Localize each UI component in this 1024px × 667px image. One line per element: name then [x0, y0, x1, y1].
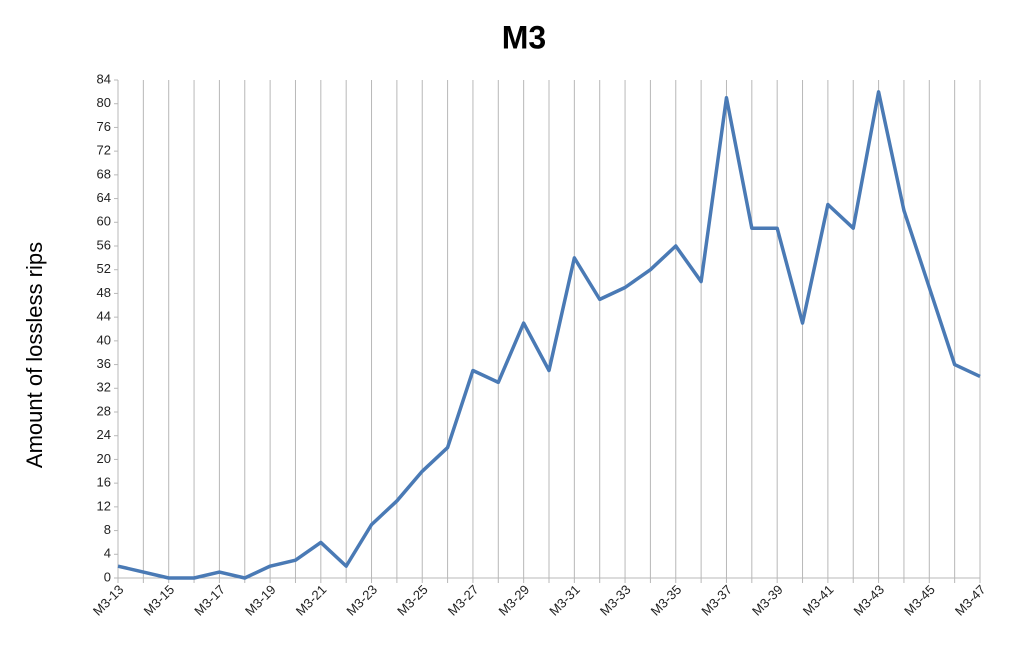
y-tick-label: 80	[97, 95, 111, 110]
y-tick-label: 44	[97, 309, 111, 324]
y-tick-label: 76	[97, 119, 111, 134]
y-tick-label: 4	[104, 546, 111, 561]
y-tick-label: 36	[97, 356, 111, 371]
y-tick-label: 72	[97, 143, 111, 158]
y-tick-label: 64	[97, 190, 111, 205]
y-tick-label: 0	[104, 569, 111, 584]
line	[117, 90, 981, 580]
y-tick-label: 12	[97, 498, 111, 513]
y-tick-label: 56	[97, 237, 111, 252]
y-tick-label: 20	[97, 451, 111, 466]
y-tick-label: 24	[97, 427, 111, 442]
y-tick-label: 84	[97, 71, 111, 86]
y-tick-label: 40	[97, 332, 111, 347]
y-tick-label: 32	[97, 380, 111, 395]
y-tick-label: 68	[97, 166, 111, 181]
y-tick-label: 52	[97, 261, 111, 276]
y-axis-label: Amount of lossless rips	[22, 242, 47, 468]
y-tick-label: 48	[97, 285, 111, 300]
y-tick-label: 60	[97, 214, 111, 229]
y-tick-label: 28	[97, 403, 111, 418]
chart-title: M3	[502, 19, 546, 55]
y-tick-label: 8	[104, 522, 111, 537]
y-tick-label: 16	[97, 475, 111, 490]
